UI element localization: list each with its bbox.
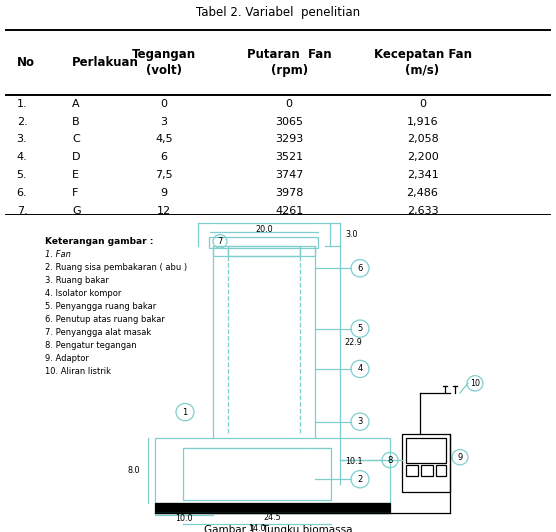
Text: 7: 7 (217, 237, 223, 246)
Text: 22.9: 22.9 (344, 338, 362, 346)
Text: Perlakuan: Perlakuan (72, 56, 139, 69)
Text: 3293: 3293 (275, 135, 303, 144)
Text: 7. Penyangga alat masak: 7. Penyangga alat masak (45, 328, 151, 337)
Text: 6: 6 (358, 264, 363, 273)
Text: 6.: 6. (17, 188, 27, 198)
Text: 10.1: 10.1 (345, 456, 363, 466)
Text: Tegangan
(volt): Tegangan (volt) (132, 48, 196, 77)
Text: 0: 0 (419, 99, 426, 109)
Text: No: No (17, 56, 34, 69)
Bar (406, 465, 418, 476)
Bar (155, 438, 390, 503)
Bar (213, 246, 315, 256)
Text: 6. Penutup atas ruang bakar: 6. Penutup atas ruang bakar (45, 315, 165, 324)
Text: Keterangan gambar :: Keterangan gambar : (45, 237, 153, 246)
Text: 4: 4 (358, 364, 363, 373)
Text: 2,341: 2,341 (406, 170, 439, 180)
Text: 8: 8 (388, 455, 393, 464)
Text: Putaran  Fan
(rpm): Putaran Fan (rpm) (247, 48, 331, 77)
Text: E: E (72, 170, 80, 180)
Text: Tabel 2. Variabel  penelitian: Tabel 2. Variabel penelitian (196, 6, 360, 20)
Text: 3.0: 3.0 (345, 230, 358, 239)
Text: 9. Adaptor: 9. Adaptor (45, 354, 89, 363)
Text: 5.: 5. (17, 170, 27, 180)
Bar (402, 434, 450, 492)
Text: 3. Ruang bakar: 3. Ruang bakar (45, 276, 109, 285)
Text: 8. Pengatur tegangan: 8. Pengatur tegangan (45, 340, 137, 350)
Text: 2.: 2. (17, 117, 27, 127)
Text: 0: 0 (161, 99, 167, 109)
Bar (155, 503, 390, 513)
Text: 8.0: 8.0 (127, 466, 140, 475)
Bar (406, 438, 446, 463)
Text: D: D (72, 152, 81, 162)
Bar (436, 465, 446, 476)
Text: 4. Isolator kompor: 4. Isolator kompor (45, 289, 121, 298)
Text: 2,058: 2,058 (406, 135, 439, 144)
Text: 10. Aliran listrik: 10. Aliran listrik (45, 367, 111, 376)
Text: 14.0: 14.0 (248, 523, 266, 532)
Text: 2,633: 2,633 (407, 206, 438, 216)
Bar (228, 246, 300, 256)
Bar (421, 465, 433, 476)
Text: B: B (72, 117, 80, 127)
Bar (183, 447, 331, 500)
Text: 10.0: 10.0 (175, 514, 193, 523)
Text: 3521: 3521 (275, 152, 303, 162)
Text: 1.: 1. (17, 99, 27, 109)
Text: 5. Penyangga ruang bakar: 5. Penyangga ruang bakar (45, 302, 156, 311)
Text: 4261: 4261 (275, 206, 303, 216)
Text: Gambar 1. Tungku biomassa: Gambar 1. Tungku biomassa (203, 525, 353, 532)
Text: 1. Fan: 1. Fan (45, 250, 71, 259)
Text: 3978: 3978 (275, 188, 304, 198)
Text: A: A (72, 99, 80, 109)
Text: Kecepatan Fan
(m/s): Kecepatan Fan (m/s) (374, 48, 471, 77)
Text: 4.: 4. (17, 152, 27, 162)
Text: C: C (72, 135, 80, 144)
Text: 2,200: 2,200 (406, 152, 439, 162)
Text: 2,486: 2,486 (406, 188, 439, 198)
Text: 9: 9 (161, 188, 167, 198)
Bar (209, 237, 318, 248)
Text: 6: 6 (161, 152, 167, 162)
Text: 10: 10 (470, 379, 480, 388)
Text: 2: 2 (358, 475, 363, 484)
Text: 7,5: 7,5 (155, 170, 173, 180)
Text: F: F (72, 188, 78, 198)
Text: 3: 3 (161, 117, 167, 127)
Text: 3747: 3747 (275, 170, 304, 180)
Text: 9: 9 (458, 453, 463, 462)
Text: 3: 3 (358, 417, 363, 426)
Text: 7.: 7. (17, 206, 27, 216)
Text: 3.: 3. (17, 135, 27, 144)
Text: 12: 12 (157, 206, 171, 216)
Text: G: G (72, 206, 81, 216)
Text: 5: 5 (358, 324, 363, 333)
Text: 1: 1 (182, 408, 187, 417)
Text: 24.5: 24.5 (263, 513, 281, 522)
Text: 20.0: 20.0 (255, 226, 273, 235)
Text: 0: 0 (286, 99, 292, 109)
Text: 3065: 3065 (275, 117, 303, 127)
Text: 4,5: 4,5 (155, 135, 173, 144)
Text: 2. Ruang sisa pembakaran ( abu ): 2. Ruang sisa pembakaran ( abu ) (45, 263, 187, 272)
Text: 1,916: 1,916 (407, 117, 438, 127)
